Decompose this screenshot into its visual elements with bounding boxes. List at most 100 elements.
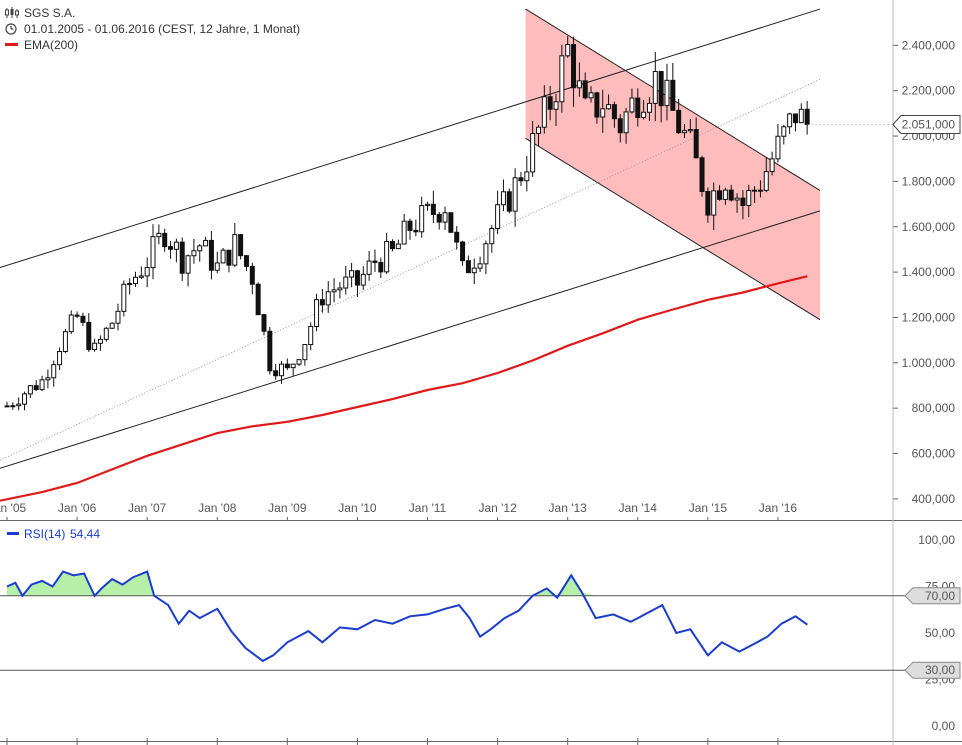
trend-lines <box>0 8 821 469</box>
downtrend-channel-fill <box>525 9 820 320</box>
candle-body <box>354 270 360 286</box>
candle-body <box>203 239 209 247</box>
candle-body <box>676 109 682 134</box>
candle-body <box>792 113 798 124</box>
candle-body <box>279 363 285 377</box>
candle-body <box>582 80 588 99</box>
ema-legend-label: EMA(200) <box>24 38 78 52</box>
candle-body <box>319 299 325 306</box>
candle-body <box>646 102 652 113</box>
candle-body <box>80 315 86 323</box>
candle-body <box>109 322 115 329</box>
candle-body <box>401 220 407 245</box>
candle-body <box>571 44 577 89</box>
candle-body <box>255 283 261 316</box>
time-axis-label: Jan '13 <box>549 501 588 515</box>
candle-body <box>68 314 74 333</box>
candle-body <box>150 236 156 269</box>
price-axis-label: 1.800,000 <box>902 174 956 188</box>
candle-body <box>664 79 670 107</box>
candle-body <box>687 129 693 132</box>
time-axis-label: Jan '14 <box>619 501 658 515</box>
price-axis-label: 600,000 <box>912 447 956 461</box>
candle-body <box>103 327 109 340</box>
rsi-level-badge <box>904 661 961 679</box>
candle-body <box>121 283 127 312</box>
last-price-label: 2.051,000 <box>902 117 956 131</box>
time-axis-label: Jan '10 <box>338 501 377 515</box>
candle-body <box>506 191 512 212</box>
candle-body <box>588 92 594 99</box>
candle-body <box>465 260 471 274</box>
candle-body <box>273 370 279 377</box>
candle-body <box>711 190 717 216</box>
candle-body <box>693 129 699 159</box>
candle-body <box>752 189 758 192</box>
candle-body <box>349 270 355 278</box>
candle-body <box>629 97 635 113</box>
rsi-level-badge <box>904 587 961 605</box>
candle-body <box>757 189 763 192</box>
candle-body <box>413 229 419 233</box>
candle-body <box>419 205 425 233</box>
candle-body <box>331 289 337 293</box>
ema-200-line <box>0 275 808 502</box>
rsi-axis-label: 0,00 <box>932 719 956 733</box>
candle-body <box>722 189 728 200</box>
candle-body <box>384 241 390 273</box>
candle-body <box>442 212 448 223</box>
candle-body <box>553 101 559 110</box>
candle-body <box>460 241 466 262</box>
candle-body <box>524 171 530 182</box>
candle-body <box>138 275 144 278</box>
candle-body <box>27 385 33 395</box>
candle-body <box>734 197 740 201</box>
candle-body <box>214 262 220 271</box>
rsi-level-label: 30,00 <box>925 663 955 677</box>
candle-body <box>658 71 664 107</box>
down-channel-bottom-line <box>525 137 821 321</box>
candle-body <box>477 263 483 269</box>
rsi-header: RSI(14) 54,44 <box>7 527 100 541</box>
candle-body <box>220 249 226 264</box>
candle-body <box>483 243 489 265</box>
channel-fill-polygon <box>525 9 820 320</box>
rsi-legend-label: RSI(14) <box>24 527 65 541</box>
candle-body <box>290 363 296 369</box>
candle-body <box>547 96 553 110</box>
price-axis-label: 1.400,000 <box>902 265 956 279</box>
candle-body <box>635 97 641 118</box>
price-candles <box>4 36 810 411</box>
candle-body <box>787 113 793 128</box>
time-axis-label: Jan '07 <box>128 501 167 515</box>
candle-body <box>430 203 436 215</box>
candle-body <box>302 344 308 361</box>
ema-legend-swatch <box>5 43 18 46</box>
time-axis-label: Jan '09 <box>268 501 307 515</box>
time-axis-label: Jan '11 <box>409 501 447 515</box>
candle-body <box>682 130 688 134</box>
candle-body <box>185 255 191 274</box>
candle-body <box>576 80 582 89</box>
axes: 400,000 600,000 800,000 1.000,000 1.200,000 1… <box>0 38 961 745</box>
candle-body <box>448 212 454 233</box>
candle-body <box>132 276 138 285</box>
candle-body <box>372 260 378 263</box>
candle-body <box>33 385 39 391</box>
candle-body <box>360 273 366 286</box>
candle-body <box>238 234 244 257</box>
candle-body <box>179 241 185 274</box>
candle-body <box>162 232 168 248</box>
candle-body <box>746 189 752 206</box>
candle-body <box>775 135 781 160</box>
candle-body <box>51 364 57 379</box>
candle-body <box>115 310 121 324</box>
mid-trend-line <box>0 78 821 461</box>
last-price-badge <box>892 114 961 134</box>
candle-body <box>261 314 267 332</box>
candle-body <box>518 177 524 182</box>
clock-icon <box>5 23 17 35</box>
ema-200-path <box>0 275 808 502</box>
candle-body <box>495 204 501 230</box>
